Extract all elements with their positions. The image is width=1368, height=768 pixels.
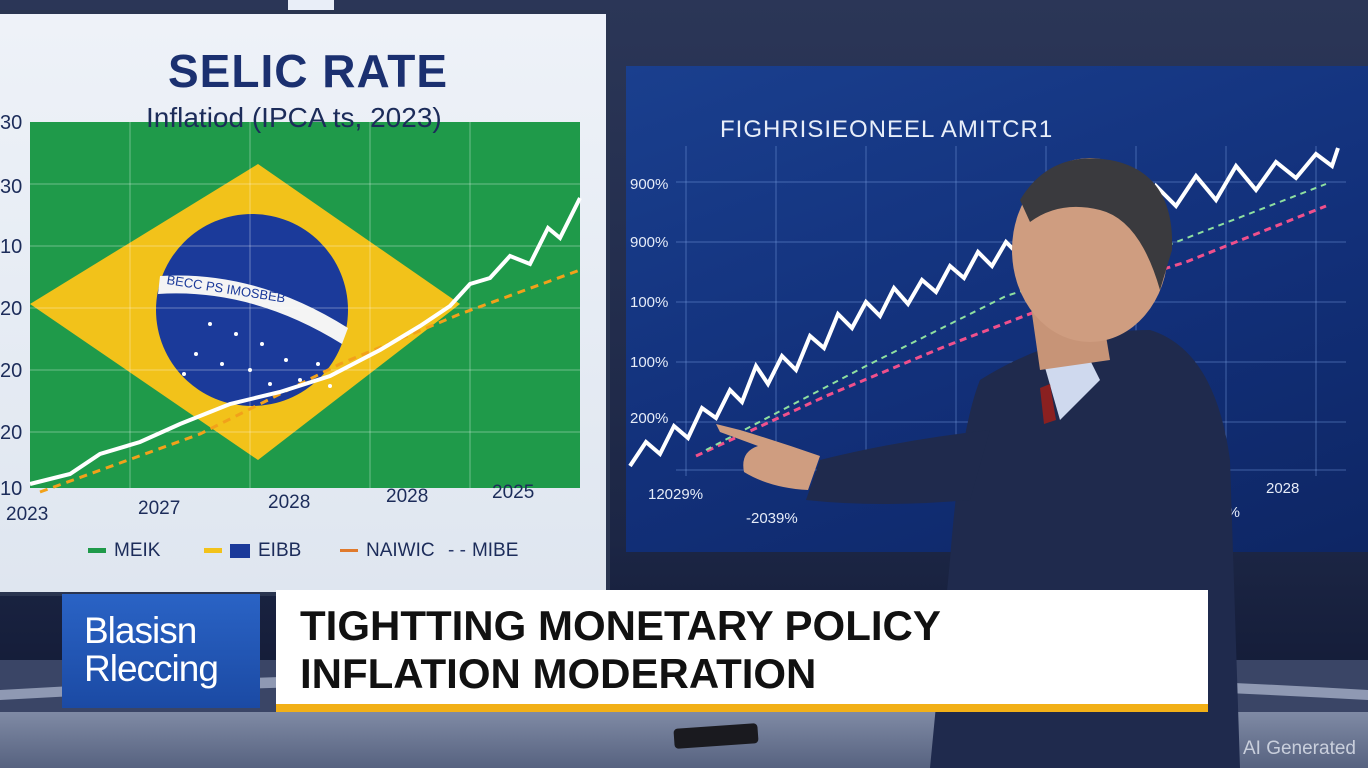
flag-banner	[158, 275, 348, 344]
legend-item: - - MIBE	[448, 540, 518, 562]
left-y-tick: 20	[0, 298, 23, 320]
left-chart-subtitle: Inflatiod (IPCA ts, 2023)	[146, 102, 442, 133]
legend-item: EIBB	[204, 540, 301, 562]
right-x-tick: 12029%	[648, 486, 704, 503]
ai-generated-watermark: AI Generated	[1242, 738, 1356, 759]
left-x-tick: 2027	[138, 498, 181, 519]
legend-label: EIBB	[258, 540, 302, 561]
channel-logo-line: Rleccing	[84, 648, 219, 689]
presenter-hair	[1020, 158, 1173, 290]
right-y-tick: 100%	[630, 294, 669, 311]
left-chart-screen: SELIC RATE Inflatiod (IPCA ts, 2023) BEC…	[0, 14, 606, 592]
left-dashed-trend	[39, 268, 581, 494]
right-x-tick: -2039%	[746, 510, 798, 527]
left-main-line	[29, 197, 582, 486]
channel-logo-box: Blasisn Rleccing	[62, 594, 260, 708]
left-x-tick: 2023	[6, 504, 49, 525]
left-y-tick: 10	[0, 478, 23, 500]
left-chart-title: SELIC RATE	[168, 45, 449, 97]
channel-logo-line: Blasisn	[84, 610, 197, 651]
right-y-tick: 200%	[630, 410, 669, 427]
right-y-tick: 900%	[630, 234, 669, 251]
left-y-tick: 30	[0, 112, 23, 134]
right-x-tick: 2028	[1266, 480, 1300, 497]
legend-swatch	[88, 548, 106, 554]
left-x-tick: 2028	[268, 492, 311, 513]
left-chart-plot	[29, 122, 582, 494]
presenter-hand	[716, 424, 820, 490]
left-x-tick: 2028	[386, 486, 429, 507]
right-y-tick: 100%	[630, 354, 669, 371]
right-main-line	[628, 147, 1340, 468]
left-y-tick: 10	[0, 236, 23, 258]
headline-line: INFLATION MODERATION	[300, 650, 817, 697]
right-green-trend	[705, 183, 1327, 451]
right-chart-title: FIGHRISIEONEEL AMITCR1	[720, 116, 1054, 143]
left-y-tick: 30	[0, 176, 23, 198]
legend-label: NAIWIC	[366, 540, 435, 561]
legend-label: MIBE	[471, 540, 519, 561]
headline-banner: TIGHTTING MONETARY POLICY INFLATION MODE…	[276, 590, 1208, 712]
legend-item: NAIWIC	[340, 540, 435, 562]
legend-swatch	[230, 543, 250, 558]
legend-swatch	[204, 548, 222, 554]
presenter-arm	[806, 430, 990, 504]
flag-blue-globe	[156, 214, 348, 406]
headline-line: TIGHTTING MONETARY POLICY	[300, 602, 941, 649]
legend-swatch	[340, 549, 358, 553]
legend-label: MEIK	[114, 540, 161, 561]
presenter-tie	[1040, 384, 1056, 424]
left-y-tick: 20	[0, 360, 23, 382]
right-y-tick: 900%	[630, 176, 669, 193]
legend-item: MEIK	[88, 540, 160, 562]
left-x-tick: 2025	[492, 482, 535, 503]
left-y-tick: 20	[0, 422, 23, 444]
desk-tablet	[673, 723, 759, 749]
legend-swatch: - -	[448, 540, 466, 561]
right-pink-trend	[695, 204, 1327, 458]
